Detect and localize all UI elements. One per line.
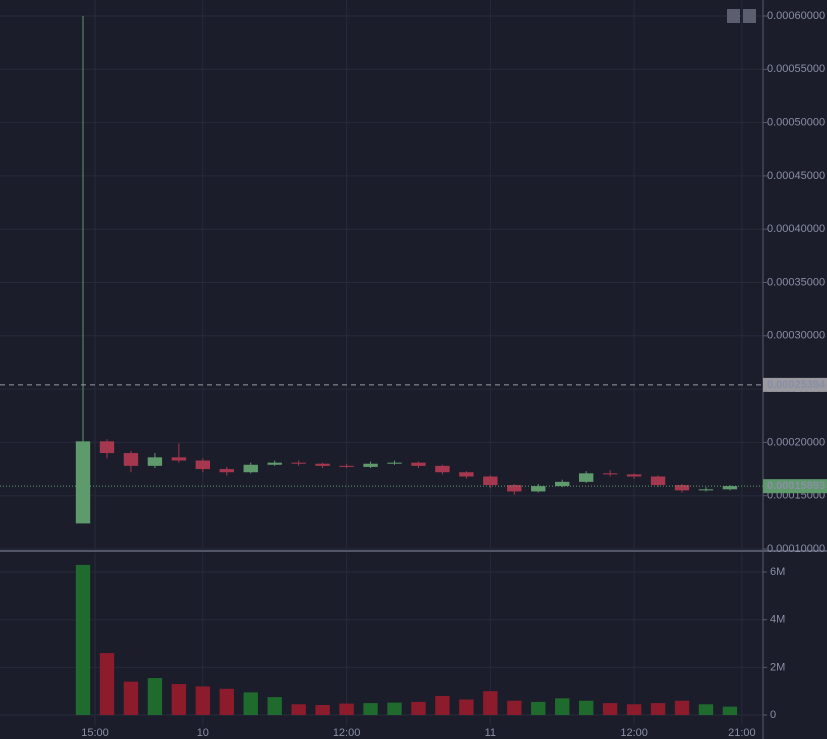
x-tick-label: 11 (485, 727, 496, 739)
candle-body (195, 460, 211, 470)
volume-bar (602, 703, 618, 715)
x-tick-label: 15:00 (81, 727, 109, 739)
candle-body (674, 485, 690, 491)
y-tick-label: 0.00050000 (767, 116, 825, 128)
volume-bar (267, 697, 282, 715)
candle-body (650, 476, 666, 486)
volume-bar (195, 686, 211, 715)
volume-bar (650, 703, 666, 715)
x-tick-label: 21:00 (728, 727, 756, 739)
candle-body (123, 453, 139, 466)
candle-body (219, 469, 234, 473)
volume-bar (578, 700, 594, 715)
candle-body (315, 463, 330, 466)
volume-bar (626, 704, 642, 715)
x-tick-label: 12:00 (333, 727, 361, 739)
candle-body (75, 441, 91, 524)
volume-tick-label: 0 (770, 709, 776, 721)
candle-body (363, 463, 378, 467)
volume-bar (483, 691, 498, 715)
volume-bar (531, 701, 546, 715)
volume-bar (243, 692, 258, 715)
candle-body (531, 486, 546, 492)
volume-bar (147, 678, 163, 715)
candle-body (483, 476, 498, 486)
volume-bar (555, 698, 570, 715)
candle-body (339, 465, 354, 467)
candle-body (435, 465, 450, 473)
candle-body (507, 485, 522, 492)
candle-body (411, 462, 426, 466)
volume-bar (99, 653, 115, 715)
candle-body (459, 472, 474, 477)
volume-bar (507, 700, 522, 715)
candle-body (722, 486, 738, 490)
volume-bar (411, 701, 426, 715)
candle-body (602, 473, 618, 475)
y-tick-label: 0.00045000 (767, 170, 825, 182)
volume-bar (363, 703, 378, 715)
volume-bar (674, 700, 690, 715)
y-tick-label: 0.00035000 (767, 276, 825, 288)
y-tick-label: 0.00020000 (767, 436, 825, 448)
price-label-box (763, 377, 827, 392)
candle-body (555, 481, 570, 487)
volume-bar (123, 681, 139, 715)
y-tick-label: 0.00060000 (767, 10, 825, 22)
volume-bar (387, 702, 402, 715)
candle-body (578, 473, 594, 482)
x-tick-label: 10 (197, 727, 209, 739)
grid (0, 0, 763, 725)
y-tick-label: 0.00010000 (767, 543, 825, 555)
volume-bar (315, 704, 330, 715)
scroll-button[interactable] (727, 9, 740, 23)
volume-bar (435, 695, 450, 715)
y-tick-label: 0.00040000 (767, 223, 825, 235)
volume-bar (219, 688, 234, 715)
volume-bar (339, 703, 354, 715)
volume-bar (171, 684, 187, 715)
price-label-box (763, 479, 827, 494)
volume-bar (698, 704, 714, 715)
candle-body (243, 464, 258, 473)
x-tick-label: 12:00 (620, 727, 648, 739)
volume-bar (459, 699, 474, 715)
volume-bar (75, 564, 91, 715)
volume-bar (722, 706, 738, 715)
candle-body (698, 489, 714, 491)
y-tick-label: 0.00055000 (767, 63, 825, 75)
scale-button[interactable] (743, 9, 756, 23)
candle-body (99, 441, 115, 454)
candle-body (626, 474, 642, 477)
candle-body (171, 457, 187, 461)
candle-body (267, 462, 282, 465)
volume-tick-label: 6M (770, 566, 785, 578)
price-label: 0.00015893 (767, 480, 825, 492)
candle-body (387, 462, 402, 464)
candle-body (291, 462, 306, 464)
candle-body (147, 457, 163, 466)
y-tick-label: 0.00030000 (767, 330, 825, 342)
volume-tick-label: 2M (770, 661, 785, 673)
price-label: 0.00025394 (767, 379, 826, 391)
volume-tick-label: 4M (770, 614, 785, 626)
volume-bar (291, 704, 306, 715)
